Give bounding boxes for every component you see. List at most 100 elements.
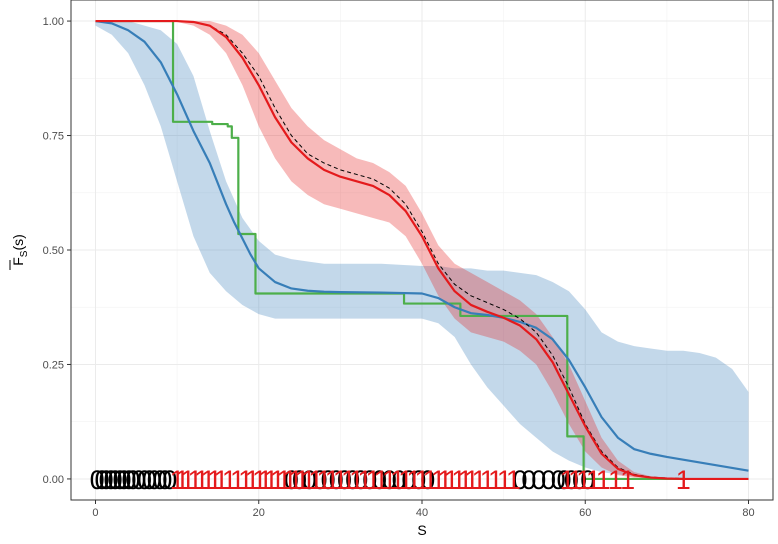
rug-label-1: 1 bbox=[414, 465, 429, 495]
svg-text:FS(s): FS(s) bbox=[10, 234, 30, 266]
rug-label-1: 1 bbox=[180, 465, 195, 495]
rug-label-0: 0 bbox=[531, 465, 546, 495]
rug-label-1: 1 bbox=[270, 465, 285, 495]
rug-label-0: 0 bbox=[541, 465, 556, 495]
rug-label-0: 0 bbox=[312, 465, 327, 495]
rug-label-0: 0 bbox=[521, 465, 536, 495]
rug-label-1: 1 bbox=[464, 465, 479, 495]
rug-label-0: 0 bbox=[372, 465, 387, 495]
rug-label-1: 1 bbox=[437, 465, 452, 495]
rug-label-1: 1 bbox=[207, 465, 222, 495]
y-tick-label: 1.00 bbox=[43, 16, 64, 28]
rug-label-1: 1 bbox=[560, 465, 575, 495]
x-tick-label: 80 bbox=[742, 507, 754, 519]
rug-label-1: 1 bbox=[406, 465, 421, 495]
rug-label-1: 1 bbox=[586, 465, 601, 495]
y-axis-title-sub: S bbox=[19, 250, 30, 257]
rug-label-0: 0 bbox=[321, 465, 336, 495]
rug-label-1: 1 bbox=[174, 465, 189, 495]
y-axis: 0.00 0.25 0.50 0.75 1.00 bbox=[43, 16, 71, 486]
x-axis: 0 20 40 60 80 bbox=[92, 500, 755, 519]
rug-label-0: 0 bbox=[157, 465, 172, 495]
rug-label-1: 1 bbox=[341, 465, 356, 495]
rug-label-1: 1 bbox=[423, 465, 438, 495]
rug-label-0: 0 bbox=[142, 465, 157, 495]
rug-label-1: 1 bbox=[472, 465, 487, 495]
x-tick-label: 60 bbox=[579, 507, 591, 519]
rug-label-0: 0 bbox=[103, 465, 118, 495]
rug-label-1: 1 bbox=[263, 465, 278, 495]
rug-label-1: 1 bbox=[238, 465, 253, 495]
rug-label-0: 0 bbox=[302, 465, 317, 495]
y-axis-title-arg: (s) bbox=[10, 234, 26, 250]
rug-label-1: 1 bbox=[201, 465, 216, 495]
rug-label-1: 1 bbox=[568, 465, 583, 495]
rug-label-0: 0 bbox=[126, 465, 141, 495]
rug-label-1: 1 bbox=[608, 465, 623, 495]
rug-label-1: 1 bbox=[333, 465, 348, 495]
rug-label-1: 1 bbox=[282, 465, 297, 495]
rug-label-1: 1 bbox=[366, 465, 381, 495]
rug-label-1: 1 bbox=[676, 465, 691, 495]
band-red_band bbox=[95, 21, 749, 479]
rug-label-1: 1 bbox=[431, 465, 446, 495]
rug-label-0: 0 bbox=[131, 465, 146, 495]
series-line-green bbox=[95, 19, 684, 481]
rug-label-1: 1 bbox=[308, 465, 323, 495]
rug-label-1: 1 bbox=[222, 465, 237, 495]
series-line-red bbox=[95, 19, 749, 481]
y-tick-label: 0.25 bbox=[43, 359, 64, 371]
rug-label-1: 1 bbox=[398, 465, 413, 495]
rug-label-1: 1 bbox=[576, 465, 591, 495]
confidence-bands bbox=[95, 21, 749, 479]
rug-label-0: 0 bbox=[121, 465, 136, 495]
rug-label-0: 0 bbox=[401, 465, 416, 495]
series-line-blue bbox=[95, 19, 749, 472]
rug-label-1: 1 bbox=[480, 465, 495, 495]
rug-label-0: 0 bbox=[284, 465, 299, 495]
rug-label-0: 0 bbox=[392, 465, 407, 495]
rug-label-1: 1 bbox=[390, 465, 405, 495]
y-axis-title-main: F bbox=[10, 257, 26, 266]
rug-label-1: 1 bbox=[488, 465, 503, 495]
rug-label-1: 1 bbox=[458, 465, 473, 495]
rug-label-0: 0 bbox=[147, 465, 162, 495]
rug-label-0: 0 bbox=[512, 465, 527, 495]
rug-label-0: 0 bbox=[337, 465, 352, 495]
rug-label-0: 0 bbox=[420, 465, 435, 495]
rug-label-0: 0 bbox=[557, 465, 572, 495]
rug-label-1: 1 bbox=[188, 465, 203, 495]
rug-label-0: 0 bbox=[580, 465, 595, 495]
rug-label-0: 0 bbox=[382, 465, 397, 495]
rug-label-0: 0 bbox=[152, 465, 167, 495]
x-tick-label: 40 bbox=[416, 507, 428, 519]
rug-label-1: 1 bbox=[245, 465, 260, 495]
series-line-dashed bbox=[95, 20, 749, 480]
rug-label-1: 1 bbox=[258, 465, 273, 495]
rug-label-0: 0 bbox=[95, 465, 110, 495]
rug-label-1: 1 bbox=[357, 465, 372, 495]
rug-label-1: 1 bbox=[194, 465, 209, 495]
rug-label-1: 1 bbox=[294, 465, 309, 495]
rug-label-0: 0 bbox=[137, 465, 152, 495]
rug-label-1: 1 bbox=[214, 465, 229, 495]
rug-label-1: 1 bbox=[301, 465, 316, 495]
rug-label-1: 1 bbox=[596, 465, 611, 495]
rug-label-1: 1 bbox=[325, 465, 340, 495]
rug-label-0: 0 bbox=[329, 465, 344, 495]
band-blue_band bbox=[95, 21, 749, 479]
rug-label-0: 0 bbox=[345, 465, 360, 495]
x-tick-label: 0 bbox=[92, 507, 98, 519]
x-axis-title: S bbox=[417, 522, 426, 538]
rug-label-1: 1 bbox=[317, 465, 332, 495]
rug-label-0: 0 bbox=[112, 465, 127, 495]
rug-label-0: 0 bbox=[362, 465, 377, 495]
rug-label-0: 0 bbox=[99, 465, 114, 495]
rug-label-1: 1 bbox=[444, 465, 459, 495]
x-tick-label: 20 bbox=[253, 507, 265, 519]
rug-label-1: 1 bbox=[506, 465, 521, 495]
rug-label-0: 0 bbox=[572, 465, 587, 495]
rug-label-0: 0 bbox=[353, 465, 368, 495]
rug-label-0: 0 bbox=[162, 465, 177, 495]
